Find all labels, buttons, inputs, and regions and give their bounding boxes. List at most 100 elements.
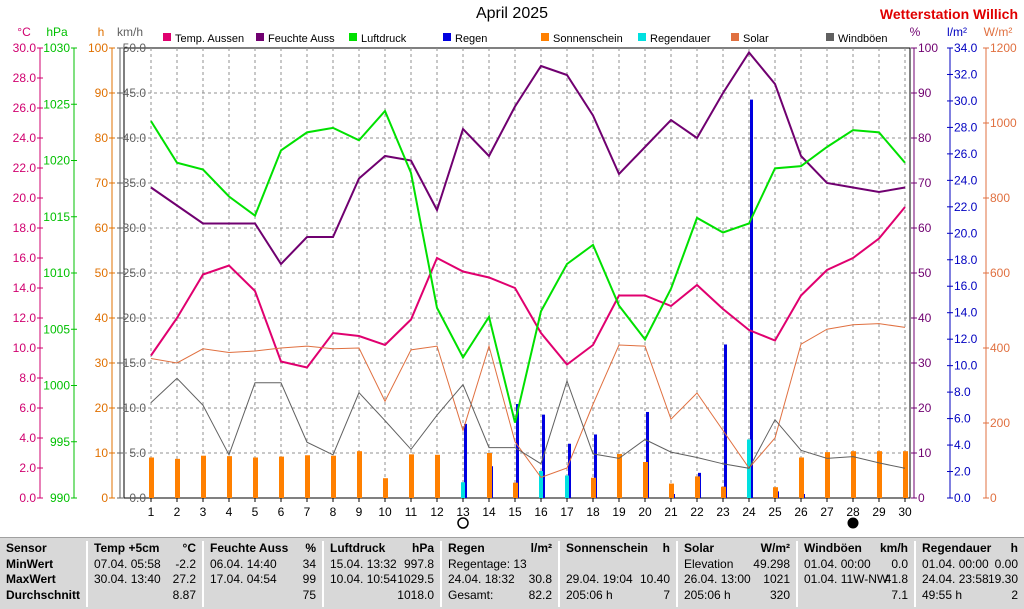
bar-sonnenschein-day11 — [409, 454, 414, 498]
x-tick-label: 21 — [664, 505, 678, 519]
wind-tick-label: 0.0 — [129, 491, 146, 505]
stats-value: 1018.0 — [397, 587, 434, 602]
stats-column: Regen l/m² Regentage: 13 24.04. 18:32 30.8 Ge… — [440, 541, 560, 607]
stats-cell: Temp +5cm — [94, 541, 160, 555]
stats-value: -2.2 — [175, 556, 196, 571]
pressure-tick-label: 1015 — [43, 210, 70, 224]
stats-value: h — [662, 541, 670, 555]
stats-header: Windböen km/h — [798, 541, 916, 557]
humidity-tick-label: 30 — [918, 356, 932, 370]
stats-value: 99 — [302, 572, 316, 586]
stats-cell: 24.04. 18:32 — [448, 572, 515, 586]
humidity-unit: % — [910, 25, 921, 39]
wind-tick-label: 50.0 — [123, 41, 147, 55]
solar-tick-label: 200 — [990, 416, 1010, 430]
bar-regen-day18 — [594, 434, 597, 498]
wind-tick-label: 35.0 — [123, 176, 147, 190]
stats-cell: Regendauer — [922, 541, 992, 555]
stats-cell: Regen — [448, 541, 485, 555]
stats-value: % — [305, 541, 316, 555]
stats-value: W/m² — [760, 541, 790, 555]
x-tick-label: 19 — [612, 505, 626, 519]
stats-header: Regen l/m² — [442, 541, 560, 557]
stats-value: 1029.5 — [397, 572, 434, 586]
bar-sonnenschein-day10 — [383, 478, 388, 498]
stats-value: 30.8 — [528, 572, 552, 586]
stats-value: km/h — [879, 541, 908, 555]
bar-sonnenschein-day6 — [279, 456, 284, 498]
stats-header: Sensor — [0, 541, 86, 557]
temp-unit: °C — [17, 25, 31, 39]
sun-tick-label: 100 — [88, 41, 108, 55]
stats-row: Gesamt: 82.2 — [442, 588, 560, 604]
legend-label: Feuchte Auss — [268, 33, 335, 45]
stats-header: Luftdruck hPa — [324, 541, 442, 557]
rain-tick-label: 0.0 — [954, 491, 971, 505]
line-windben — [150, 377, 906, 469]
x-tick-label: 22 — [690, 505, 704, 519]
stats-value: 8.87 — [172, 587, 196, 602]
stats-header: Temp +5cm °C — [88, 541, 204, 557]
chart-title: April 2025 — [475, 5, 549, 22]
new-moon-icon — [847, 517, 859, 529]
stats-header: Feuchte Auss% — [204, 541, 324, 557]
pressure-tick-label: 1010 — [43, 266, 70, 280]
humidity-tick-label: 90 — [918, 86, 932, 100]
stats-cell: Solar — [684, 541, 715, 555]
temp-tick-label: 0.0 — [19, 491, 36, 505]
solar-tick-label: 600 — [990, 266, 1010, 280]
stats-cell: 10.04. 10:54 — [330, 572, 397, 586]
x-tick-label: 8 — [330, 505, 337, 519]
stats-row: 07.04. 05:58 -2.2 — [88, 557, 204, 573]
x-tick-label: 11 — [405, 505, 418, 519]
x-tick-label: 2 — [174, 505, 181, 519]
stats-column: Windböen km/h 01.04. 00:00 0.0 01.04. 11W-NW… — [796, 541, 916, 607]
stats-row — [560, 557, 678, 573]
bar-regen-day17 — [568, 443, 571, 498]
stats-cell: Sensor — [6, 541, 47, 555]
bar-sonnenschein-day5 — [253, 457, 258, 498]
wind-tick-label: 20.0 — [123, 311, 147, 325]
x-tick-label: 24 — [742, 505, 756, 519]
stats-row: 205:06 h 320 — [678, 588, 798, 604]
stats-cell: 17.04. 04:54 — [210, 572, 277, 586]
stats-cell: 30.04. 13:40 — [94, 572, 161, 586]
bar-regen-day23 — [724, 344, 727, 498]
bar-sonnenschein-day15 — [513, 482, 518, 498]
legend-label: Regen — [455, 33, 487, 45]
humidity-tick-label: 70 — [918, 176, 932, 190]
bar-sonnenschein-day12 — [435, 454, 440, 498]
x-tick-label: 1 — [148, 505, 155, 519]
line-tempaussen — [150, 206, 906, 369]
solar-tick-label: 0 — [990, 491, 997, 505]
stats-cell: Windböen — [804, 541, 862, 555]
stats-row: 75 — [204, 588, 324, 604]
wind-unit: km/h — [117, 25, 143, 39]
stats-header: Regendauer h — [916, 541, 1024, 557]
legend-swatch — [256, 33, 264, 41]
stats-row: Durchschnitt — [0, 588, 86, 604]
stats-header: Solar W/m² — [678, 541, 798, 557]
temp-tick-label: 18.0 — [13, 221, 37, 235]
temp-tick-label: 14.0 — [13, 281, 37, 295]
bar-sonnenschein-day23 — [721, 486, 726, 498]
stats-row: 06.04. 14:40 34 — [204, 557, 324, 573]
rain-tick-label: 26.0 — [954, 147, 978, 161]
bar-sonnenschein-day27 — [825, 452, 830, 498]
pressure-tick-label: 1030 — [43, 41, 70, 55]
stats-cell: 205:06 h — [566, 587, 613, 602]
rain-tick-label: 22.0 — [954, 200, 978, 214]
rain-tick-label: 16.0 — [954, 279, 978, 293]
stats-cell: MinWert — [6, 556, 54, 571]
x-tick-label: 9 — [356, 505, 363, 519]
humidity-tick-label: 40 — [918, 311, 932, 325]
x-tick-label: 13 — [456, 505, 470, 519]
stats-column: Luftdruck hPa 15.04. 13:32 997.8 10.04. 10:5… — [322, 541, 442, 607]
x-tick-label: 30 — [898, 505, 912, 519]
temp-tick-label: 30.0 — [13, 41, 37, 55]
legend-label: Windböen — [838, 33, 888, 45]
x-tick-label: 23 — [716, 505, 730, 519]
wind-tick-label: 40.0 — [123, 131, 147, 145]
bar-sonnenschein-day1 — [149, 457, 154, 498]
x-tick-label: 14 — [482, 505, 496, 519]
